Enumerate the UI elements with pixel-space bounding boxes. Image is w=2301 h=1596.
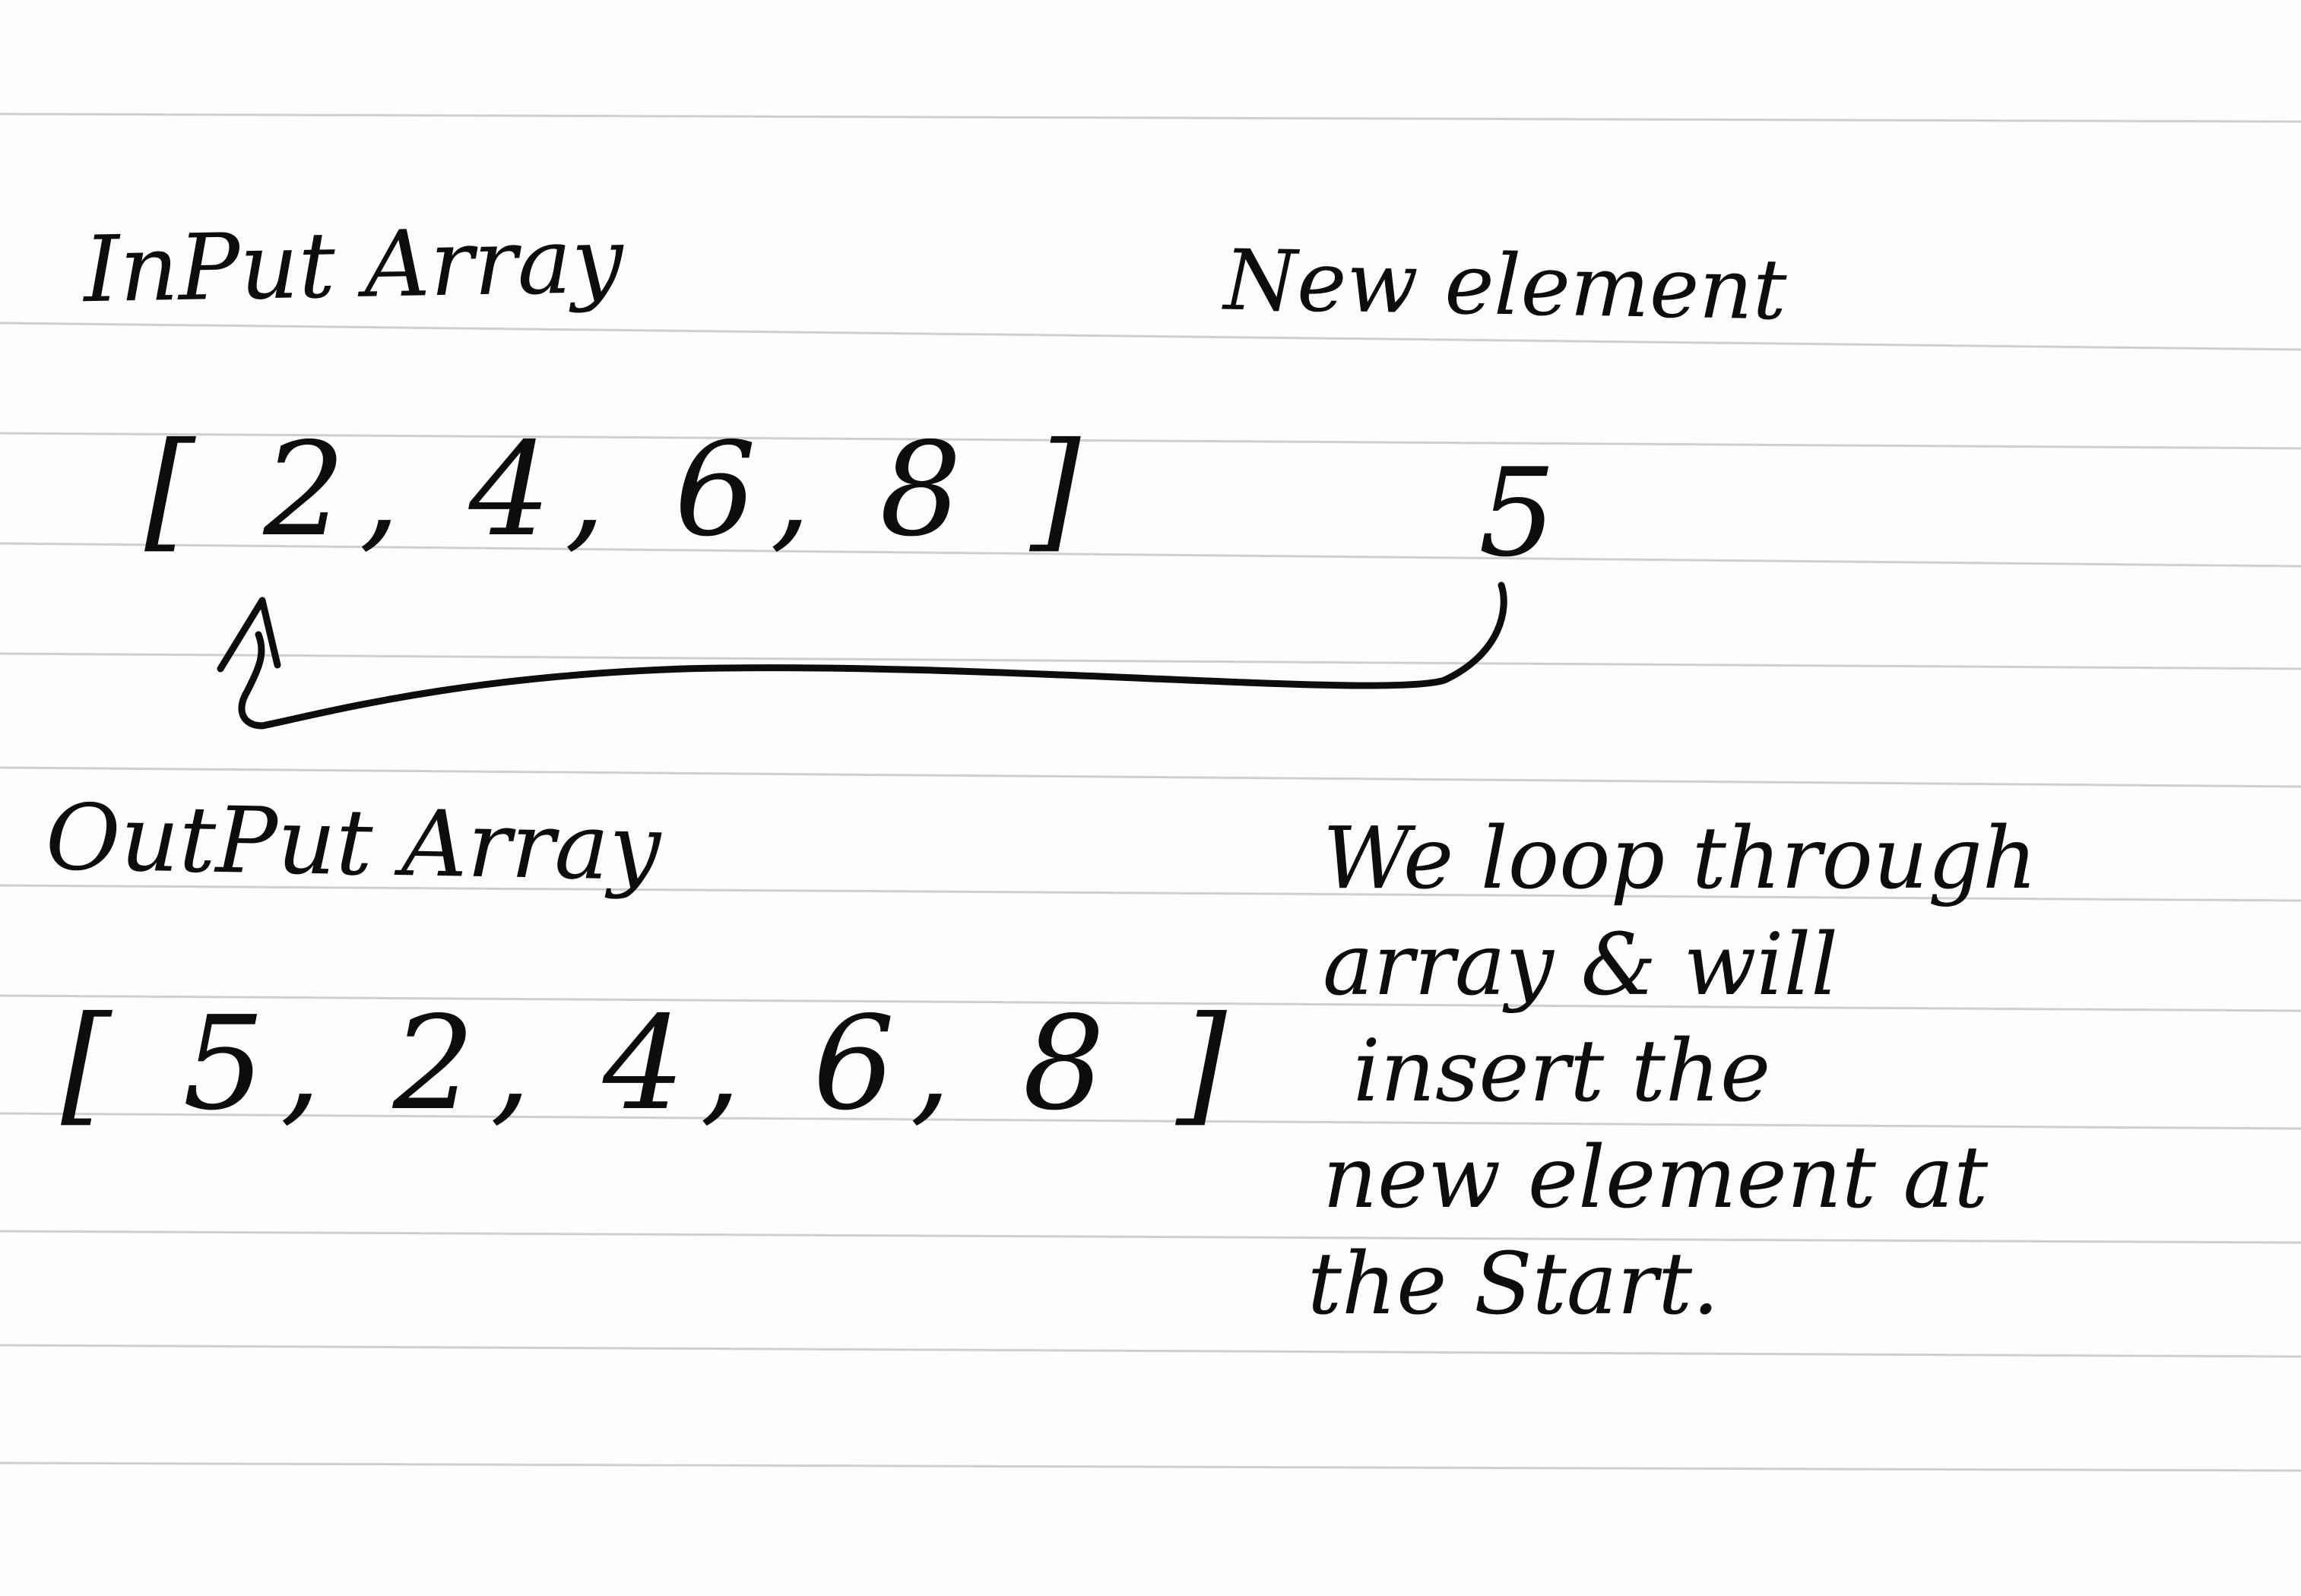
rule-line — [0, 432, 2301, 450]
rule-line — [0, 994, 2301, 1012]
explanation-line: insert the — [1353, 1022, 1771, 1121]
new-element-label: New element — [1222, 231, 1788, 339]
rule-line — [0, 1344, 2301, 1358]
explanation-note: We loop through array & will insert the … — [1307, 806, 2220, 1338]
rule-line — [0, 1461, 2301, 1472]
rule-line — [0, 542, 2301, 568]
rule-line — [0, 652, 2301, 670]
explanation-line: new element at — [1323, 1129, 1989, 1227]
output-array-values: [ 5, 2, 4, 6, 8 ] — [61, 989, 1242, 1139]
rule-line — [0, 112, 2301, 123]
output-array-label: OutPut Array — [44, 784, 662, 902]
input-array-label: InPut Array — [82, 207, 624, 324]
explanation-line: the Start. — [1307, 1235, 1719, 1334]
input-array-values: [ 2, 4, 6, 8 ] — [144, 415, 1095, 565]
rule-line — [0, 766, 2301, 788]
rule-line — [0, 1230, 2301, 1244]
rule-line — [0, 321, 2301, 351]
rule-line — [0, 1112, 2301, 1130]
explanation-line: array & will — [1323, 916, 1839, 1015]
new-element-value: 5 — [1479, 442, 1556, 584]
rule-line — [0, 884, 2301, 902]
explanation-line: We loop through — [1323, 809, 2037, 908]
